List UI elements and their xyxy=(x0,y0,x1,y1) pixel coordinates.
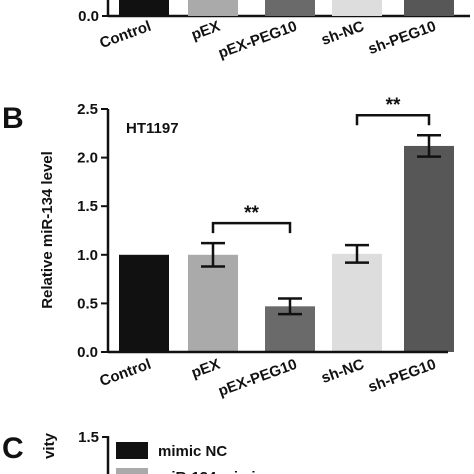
panel-b: B Relative miR-134 level HT1197 0.0 0.5 1.… xyxy=(2,95,454,400)
significance-bracket xyxy=(211,221,292,234)
panel-a-category-label: pEX xyxy=(189,18,222,44)
category-label: pEX xyxy=(189,356,222,382)
category-label: sh-NC xyxy=(319,356,366,387)
legend-label: miR-134 mimic xyxy=(158,469,264,474)
panel-a-bar-0 xyxy=(119,0,169,16)
y-tick-label: 2.0 xyxy=(77,150,98,167)
category-label: sh-PEG10 xyxy=(366,356,438,396)
panel-b-error-bars xyxy=(201,133,441,316)
panel-a-bar-4 xyxy=(404,0,454,16)
significance-marker: ** xyxy=(244,203,259,224)
panel-a-category-label: pEX-PEG10 xyxy=(216,18,299,62)
y-tick-label: 0.5 xyxy=(77,295,98,312)
y-axis-title: Relative miR-134 level xyxy=(39,151,56,309)
panel-c-label: C xyxy=(2,432,24,465)
panel-a-y-tick-label: 0.0 xyxy=(78,8,99,25)
y-tick-label: 2.5 xyxy=(77,101,98,118)
panel-c: C vity 1.5 mimic NC miR-134 mimic xyxy=(2,429,264,474)
panel-a-category-label: Control xyxy=(97,18,153,52)
panel-b-label: B xyxy=(2,102,24,135)
panel-a-category-label: sh-PEG10 xyxy=(366,18,438,58)
panel-a-bar-3 xyxy=(332,0,382,16)
panel-b-significance: ** ** xyxy=(211,95,431,234)
y-tick-label: 1.5 xyxy=(77,198,98,215)
panel-a-bar-1 xyxy=(188,0,238,16)
panel-a-bar-2 xyxy=(265,0,315,16)
panel-c-y-axis-title: vity xyxy=(41,432,58,459)
legend-swatch xyxy=(116,468,148,474)
significance-marker: ** xyxy=(386,95,401,116)
panel-b-bars xyxy=(119,145,454,352)
bar-sh-nc xyxy=(332,253,382,352)
bar-sh-peg10 xyxy=(404,145,454,352)
panel-b-y-ticks: 0.0 0.5 1.0 1.5 2.0 2.5 xyxy=(77,101,108,361)
significance-bracket xyxy=(355,113,431,126)
y-tick-label: 1.0 xyxy=(77,247,98,264)
category-label: Control xyxy=(97,356,153,390)
bar-pex xyxy=(188,254,238,352)
legend-label: mimic NC xyxy=(158,443,227,460)
panel-c-legend: mimic NC miR-134 mimic xyxy=(116,442,264,474)
chart-title: HT1197 xyxy=(126,120,179,137)
panel-a-category-label: sh-NC xyxy=(319,18,366,49)
panel-c-y-tick-label: 1.5 xyxy=(78,429,99,446)
category-label: pEX-PEG10 xyxy=(216,356,299,400)
bar-control xyxy=(119,254,169,352)
legend-swatch xyxy=(116,442,148,459)
panel-a-bars xyxy=(119,0,454,16)
y-tick-label: 0.0 xyxy=(77,344,98,361)
